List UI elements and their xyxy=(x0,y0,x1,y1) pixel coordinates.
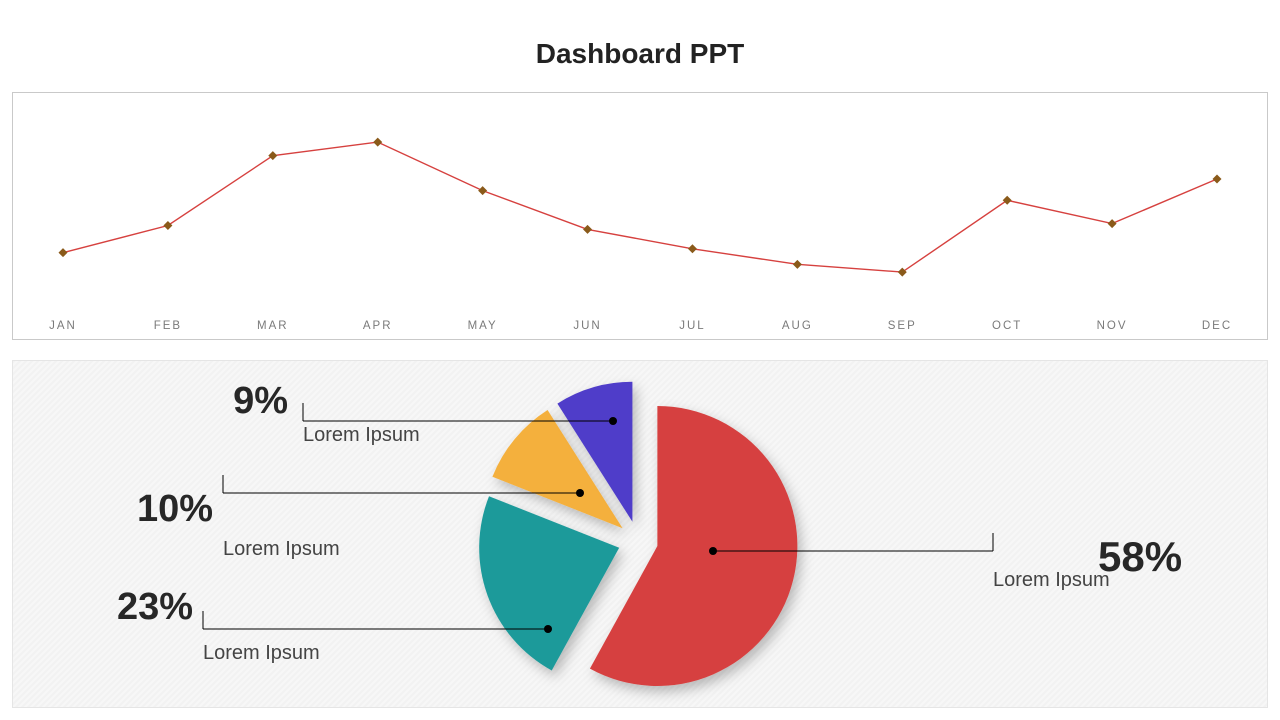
month-label: JUL xyxy=(679,320,705,332)
pie-pct-label: 10% xyxy=(137,488,213,530)
month-label: OCT xyxy=(992,320,1022,332)
page-title: Dashboard PPT xyxy=(0,38,1280,70)
month-label: JUN xyxy=(573,320,601,332)
month-label: SEP xyxy=(888,320,917,332)
line-chart-svg: JAN FEB MAR APR MAY JUN JUL AUG SEP OCT NOV DEC xyxy=(13,93,1267,339)
pie-pct-label: 23% xyxy=(117,586,193,628)
pie-pct-label: 58% xyxy=(1098,533,1182,580)
month-label: APR xyxy=(363,320,393,332)
line-marker xyxy=(478,186,487,195)
month-label: MAR xyxy=(257,320,289,332)
line-marker xyxy=(1003,196,1012,205)
dashboard-slide: Dashboard PPT JAN FEB MAR APR MAY JUN JUL AUG SE… xyxy=(0,0,1280,720)
pie-slice-label: Lorem Ipsum xyxy=(223,538,340,560)
callout-dot xyxy=(709,547,717,555)
line-chart-panel: JAN FEB MAR APR MAY JUN JUL AUG SEP OCT NOV DEC xyxy=(12,92,1268,340)
pie-slice-label: Lorem Ipsum xyxy=(993,569,1110,591)
line-marker xyxy=(583,225,592,234)
month-label: NOV xyxy=(1097,320,1128,332)
month-label: DEC xyxy=(1202,320,1232,332)
pie-chart-svg: 58%Lorem Ipsum23%Lorem Ipsum10%Lorem Ips… xyxy=(13,361,1267,707)
line-marker xyxy=(1108,219,1117,228)
line-marker xyxy=(793,260,802,269)
callout-dot xyxy=(544,625,552,633)
month-label: AUG xyxy=(782,320,813,332)
line-series xyxy=(63,142,1217,272)
line-marker xyxy=(163,221,172,230)
pie-chart-panel: 58%Lorem Ipsum23%Lorem Ipsum10%Lorem Ips… xyxy=(12,360,1268,708)
callout-dot xyxy=(609,417,617,425)
line-marker xyxy=(1213,174,1222,183)
pie-slice-label: Lorem Ipsum xyxy=(303,424,420,446)
line-marker xyxy=(688,244,697,253)
line-marker xyxy=(898,268,907,277)
pie-pct-label: 9% xyxy=(233,380,288,422)
month-label: FEB xyxy=(154,320,182,332)
month-label: MAY xyxy=(468,320,498,332)
callout-dot xyxy=(576,489,584,497)
line-marker xyxy=(59,248,68,257)
month-label: JAN xyxy=(49,320,77,332)
pie-slice xyxy=(479,496,619,670)
line-marker xyxy=(268,151,277,160)
pie-slice-label: Lorem Ipsum xyxy=(203,642,320,664)
line-marker xyxy=(373,138,382,147)
